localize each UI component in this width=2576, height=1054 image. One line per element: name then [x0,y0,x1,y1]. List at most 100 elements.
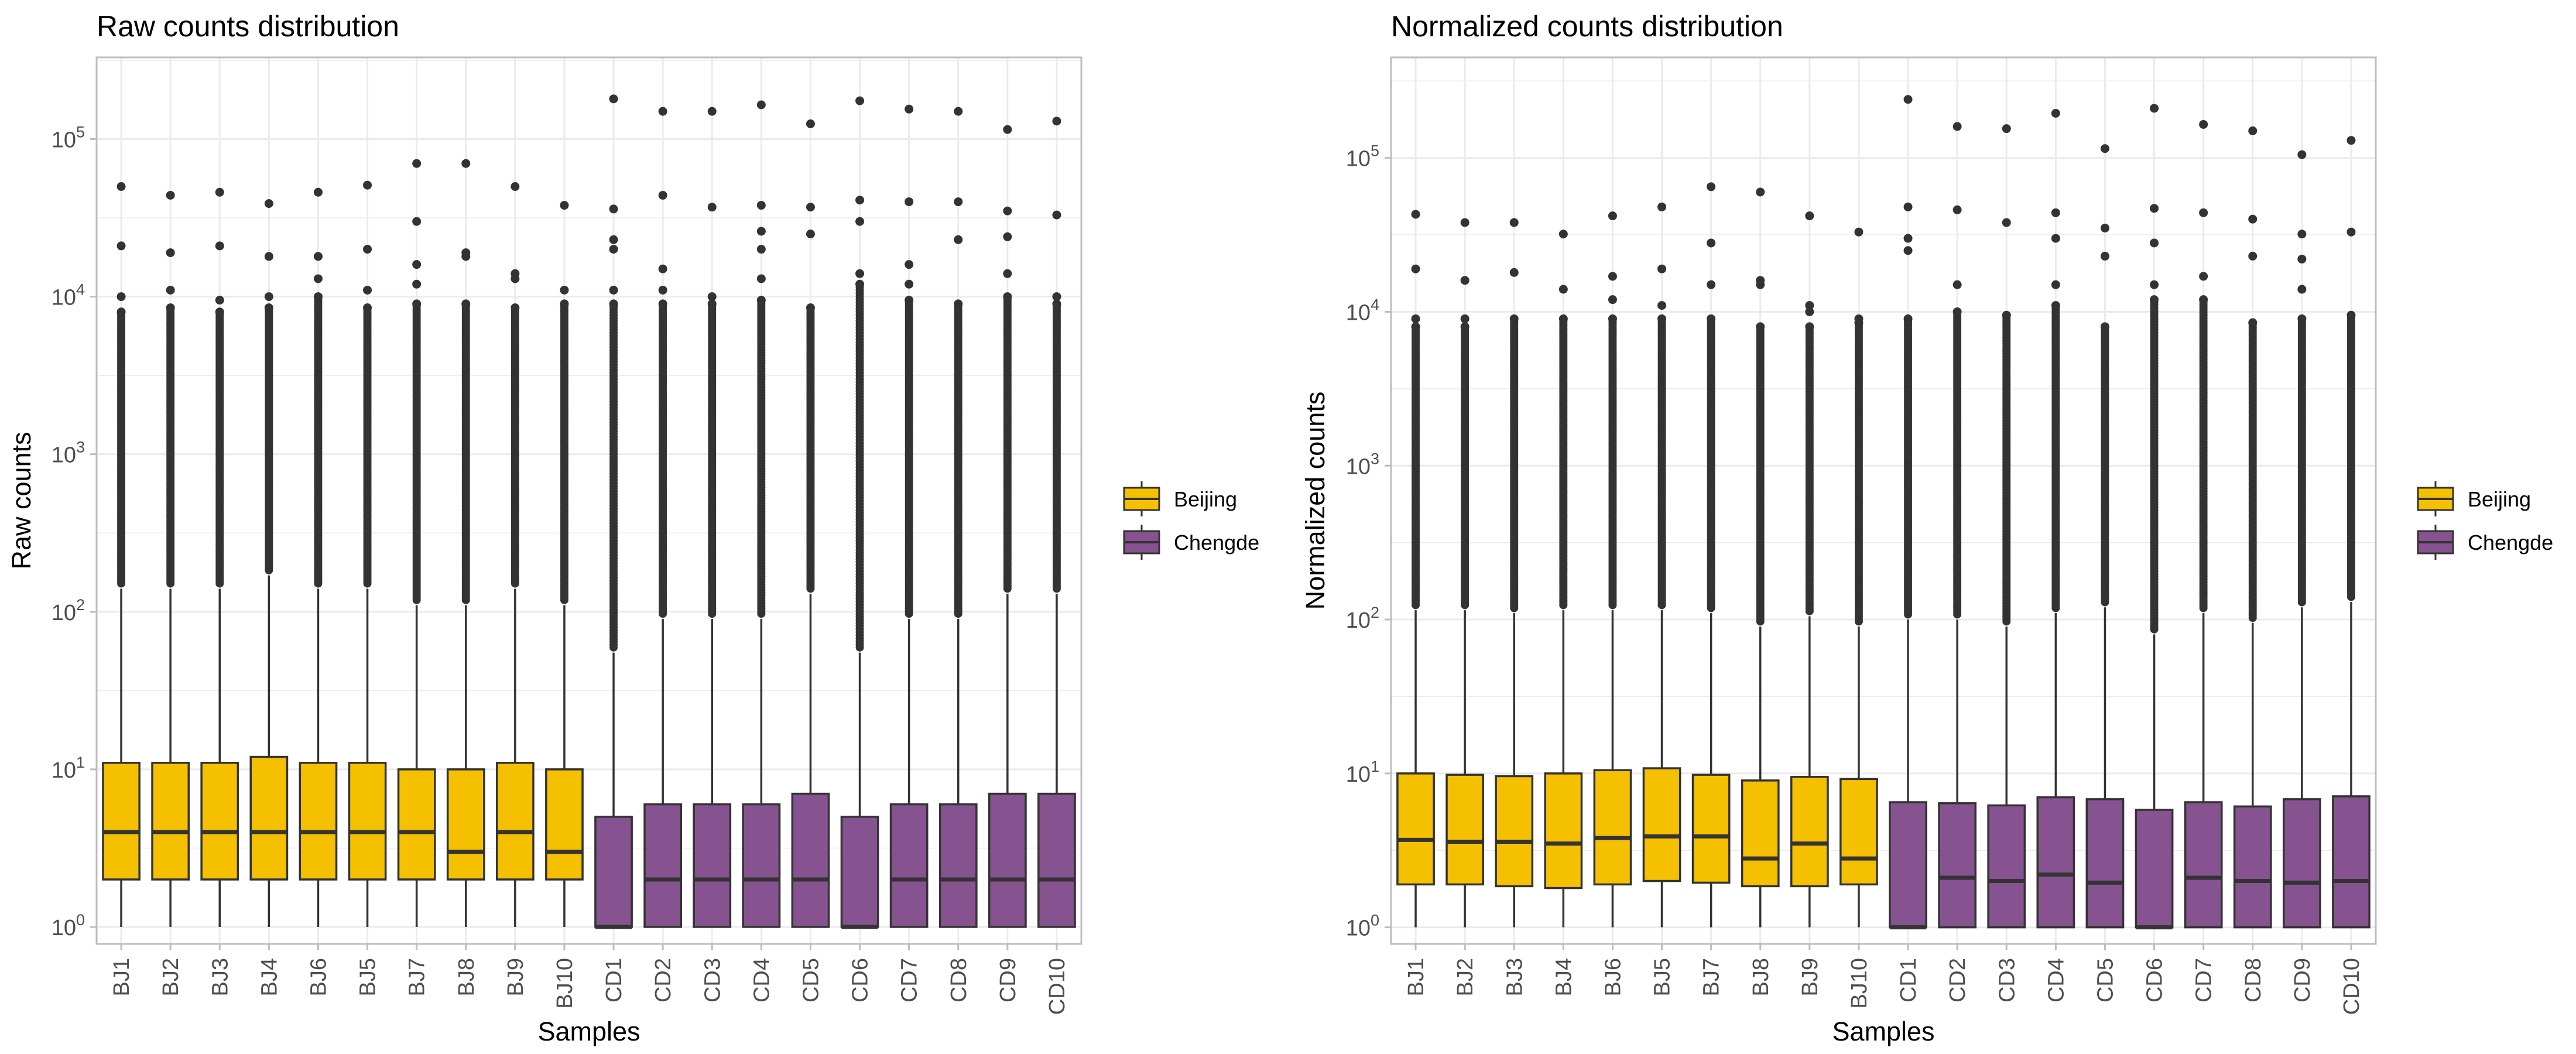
outlier-point [1707,182,1716,191]
x-tick-label-bj2: BJ2 [159,958,183,996]
outlier-point [1952,205,1962,214]
outlier-point [313,252,323,261]
outlier-point [1460,322,1469,331]
outlier-point [215,187,224,197]
outlier-point [264,252,273,261]
outlier-point [1608,314,1617,323]
box-iqr [1691,774,1731,884]
box-iqr [1495,775,1534,888]
outlier-point [905,296,914,305]
outlier-point [2199,208,2208,217]
box-iqr [200,761,239,881]
outlier-point [855,96,865,105]
outlier-point [1903,95,1913,104]
outlier-point [707,107,717,116]
legend-item-chengde: Chengde [1123,525,1259,560]
outlier-point [117,241,126,251]
outlier-point [1952,122,1962,131]
outlier-point [412,279,422,289]
x-tick-label-cd5: CD5 [799,958,823,1002]
outlier-point [1460,276,1469,285]
y-tick-label: 105 [52,124,85,153]
outlier-point [166,190,175,200]
chart-title: Raw counts distribution [97,10,399,43]
outlier-point [166,285,175,295]
outlier-point [2199,272,2208,281]
outlier-point [1854,318,1864,327]
outlier-point [560,201,569,210]
box-bj1 [102,182,141,927]
outlier-point [313,187,323,197]
outlier-point [2100,223,2109,232]
outlier-point [166,303,175,313]
box-iqr [2184,801,2223,929]
outlier-point [215,241,224,251]
outlier-point [2150,238,2159,248]
outlier-point [707,203,717,212]
outlier-point [1003,232,1012,241]
box-iqr [299,761,338,881]
y-tick-label: 103 [52,439,85,468]
outlier-point [855,196,865,205]
x-tick-label-bj1: BJ1 [109,958,134,996]
outlier-point [1411,210,1420,219]
outlier-point [855,217,865,226]
box-cd2 [643,107,683,928]
outlier-point [658,285,667,295]
outlier-point [2002,124,2011,134]
box-iqr [397,768,436,881]
box-iqr [1741,779,1780,888]
x-axis-label: Samples [537,1017,640,1046]
outlier-point [511,274,520,283]
box-iqr [249,755,289,881]
outlier-point [1756,280,1765,289]
outlier-point [1460,218,1469,227]
box-iqr [446,768,485,881]
x-tick-label-cd8: CD8 [947,958,971,1002]
box-iqr [2135,809,2174,929]
x-tick-label-bj7: BJ7 [405,958,430,996]
outlier-point [511,182,520,191]
outlier-point [560,299,569,309]
y-tick-label: 101 [52,754,85,783]
outlier-point [806,230,815,239]
outlier-point [609,94,618,104]
outlier-point [954,235,963,244]
outlier-point [363,180,372,190]
legend-label: Chengde [1174,531,1259,555]
outlier-point [1707,280,1716,289]
outlier-point [1003,125,1012,134]
x-tick-label-bj6: BJ6 [306,958,331,996]
box-iqr [2036,796,2075,929]
box-bj2 [151,190,190,927]
outlier-point [1854,227,1864,237]
outlier-point [1608,211,1617,221]
box-iqr [693,803,732,928]
outlier-point [2002,218,2011,227]
outlier-point [1903,314,1913,323]
outlier-point [215,296,224,305]
box-iqr [1037,792,1076,928]
outlier-point [658,190,667,200]
outlier-point [1903,202,1913,211]
x-tick-label-cd3: CD3 [700,958,725,1002]
outlier-point [313,292,323,302]
outlier-point [756,201,766,210]
box-iqr [348,761,387,881]
outlier-point [2150,295,2159,304]
outlier-point [1756,187,1765,197]
outlier-point [1952,307,1962,316]
box-bj6 [299,187,338,927]
outlier-point [658,299,667,309]
outlier-point [609,204,618,214]
plot-panel [97,57,1081,944]
outlier-point [117,307,126,317]
outlier-point [756,245,766,254]
outlier-point [264,199,273,208]
outlier-point [264,292,273,302]
outlier-point [264,303,273,313]
outlier-point [2051,280,2060,289]
box-bj7 [397,159,436,927]
box-iqr [545,768,584,881]
outlier-point [1003,269,1012,278]
